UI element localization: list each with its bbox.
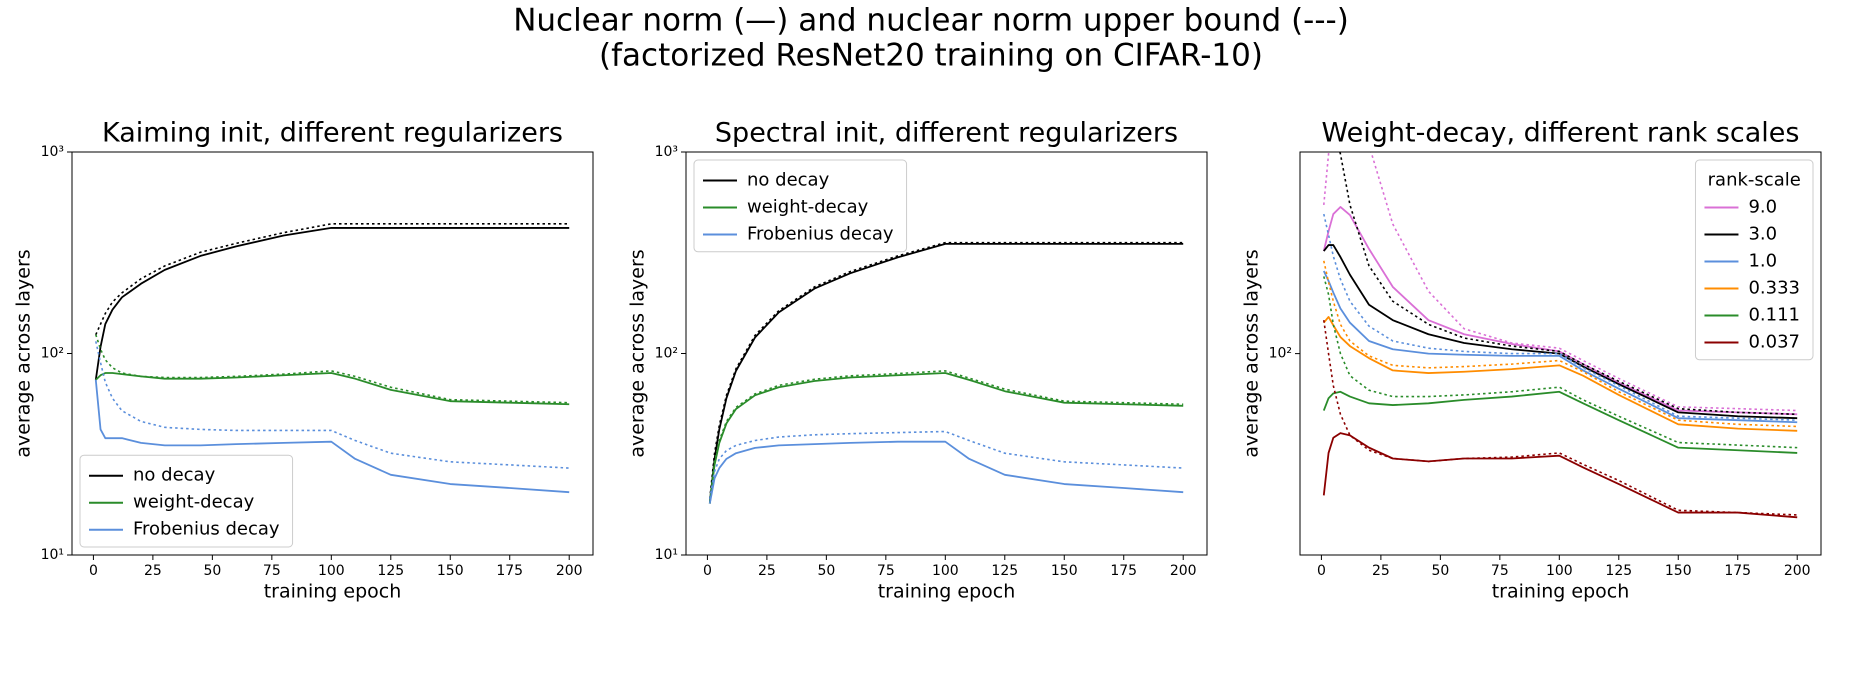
axes-frame <box>685 151 1208 556</box>
bound-line <box>95 223 570 336</box>
series-line <box>1323 316 1798 432</box>
x-tick-label: 175 <box>496 563 523 579</box>
x-tick-label: 0 <box>89 563 98 579</box>
legend: rank-scale 9.0 3.0 1.0 0.333 0.111 0.037 <box>1694 159 1814 361</box>
bound-line <box>95 341 570 469</box>
bound-line <box>1323 213 1798 422</box>
legend-label: 0.037 <box>1748 332 1800 353</box>
x-tick-label: 125 <box>1605 563 1632 579</box>
figure-title: Nuclear norm (—) and nuclear norm upper … <box>513 3 1349 39</box>
y-axis-label: average across layers <box>1241 249 1263 457</box>
legend-box <box>1694 159 1814 361</box>
series-line <box>1322 206 1798 416</box>
bound-line <box>1322 152 1798 412</box>
y-axis-label: average across layers <box>627 249 649 457</box>
legend-label: Frobenius decay <box>747 224 894 245</box>
series-line <box>95 372 570 406</box>
x-tick-label: 125 <box>991 563 1018 579</box>
legend-label: no decay <box>133 465 216 486</box>
x-tick-label: 50 <box>203 563 221 579</box>
panel-title: Kaiming init, different regularizers <box>102 118 563 149</box>
x-tick-label: 50 <box>817 563 835 579</box>
bound-line <box>1339 152 1798 416</box>
series-line <box>708 440 1184 504</box>
bound-line <box>709 430 1184 499</box>
series-line <box>1322 270 1798 424</box>
x-axis-label: training epoch <box>264 581 402 603</box>
bound-line <box>95 334 570 404</box>
x-tick-label: 150 <box>1665 563 1692 579</box>
plot-lines <box>708 241 1184 504</box>
legend-box <box>79 454 294 548</box>
legend-label: 9.0 <box>1748 197 1777 218</box>
legend: no decay weight-decay Frobenius decay <box>79 454 294 548</box>
x-tick-label: 200 <box>556 563 583 579</box>
x-tick-label: 100 <box>318 563 345 579</box>
y-tick-label: 10² <box>655 346 678 362</box>
legend: no decay weight-decay Frobenius decay <box>693 159 908 253</box>
plot-lines <box>94 223 570 494</box>
series-line <box>708 242 1184 504</box>
x-tick-label: 0 <box>703 563 712 579</box>
y-tick-label: 10¹ <box>41 547 64 563</box>
x-tick-label: 75 <box>877 563 895 579</box>
panel-title: Weight-decay, different rank scales <box>1322 118 1800 149</box>
legend-label: 1.0 <box>1748 251 1777 272</box>
series-line <box>708 372 1184 504</box>
series-line <box>1322 390 1798 454</box>
x-tick-label: 25 <box>758 563 776 579</box>
series-line <box>94 379 570 494</box>
series-line <box>1322 432 1798 519</box>
series-line <box>1323 244 1798 420</box>
legend-label: 0.111 <box>1748 305 1800 326</box>
x-tick-label: 150 <box>437 563 464 579</box>
legend-title: rank-scale <box>1708 170 1801 191</box>
y-tick-label: 10³ <box>41 144 64 160</box>
x-tick-label: 125 <box>377 563 404 579</box>
y-axis-label: average across layers <box>13 249 35 457</box>
legend-label: 0.333 <box>1748 278 1800 299</box>
x-tick-label: 200 <box>1170 563 1197 579</box>
x-tick-label: 175 <box>1724 563 1751 579</box>
panel-title: Spectral init, different regularizers <box>715 118 1178 149</box>
x-tick-label: 75 <box>263 563 281 579</box>
legend-label: weight-decay <box>747 197 869 218</box>
bound-line <box>708 370 1184 502</box>
x-tick-label: 100 <box>1546 563 1573 579</box>
x-tick-label: 150 <box>1051 563 1078 579</box>
x-axis-label: training epoch <box>878 581 1016 603</box>
y-tick-label: 10³ <box>655 144 678 160</box>
x-tick-label: 0 <box>1317 563 1326 579</box>
x-axis-label: training epoch <box>1492 581 1630 603</box>
x-tick-label: 200 <box>1784 563 1811 579</box>
figure-subtitle: (factorized ResNet20 training on CIFAR-1… <box>599 38 1263 74</box>
legend-label: 3.0 <box>1748 224 1777 245</box>
legend-label: weight-decay <box>133 492 255 513</box>
plot-lines <box>1322 152 1798 519</box>
x-tick-label: 25 <box>144 563 162 579</box>
x-tick-label: 100 <box>932 563 959 579</box>
legend-box <box>693 159 908 253</box>
x-tick-label: 175 <box>1110 563 1137 579</box>
bound-line <box>1323 260 1798 428</box>
axes-frame <box>71 151 594 556</box>
bound-line <box>1323 276 1798 449</box>
x-tick-label: 50 <box>1431 563 1449 579</box>
y-tick-label: 10¹ <box>655 547 678 563</box>
y-tick-label: 10² <box>1269 346 1292 362</box>
legend-label: no decay <box>747 170 830 191</box>
axes-frame <box>1299 151 1822 556</box>
y-tick-label: 10² <box>41 346 64 362</box>
x-tick-label: 25 <box>1372 563 1390 579</box>
x-tick-label: 75 <box>1491 563 1509 579</box>
series-line <box>94 227 570 380</box>
legend-label: Frobenius decay <box>133 519 280 540</box>
